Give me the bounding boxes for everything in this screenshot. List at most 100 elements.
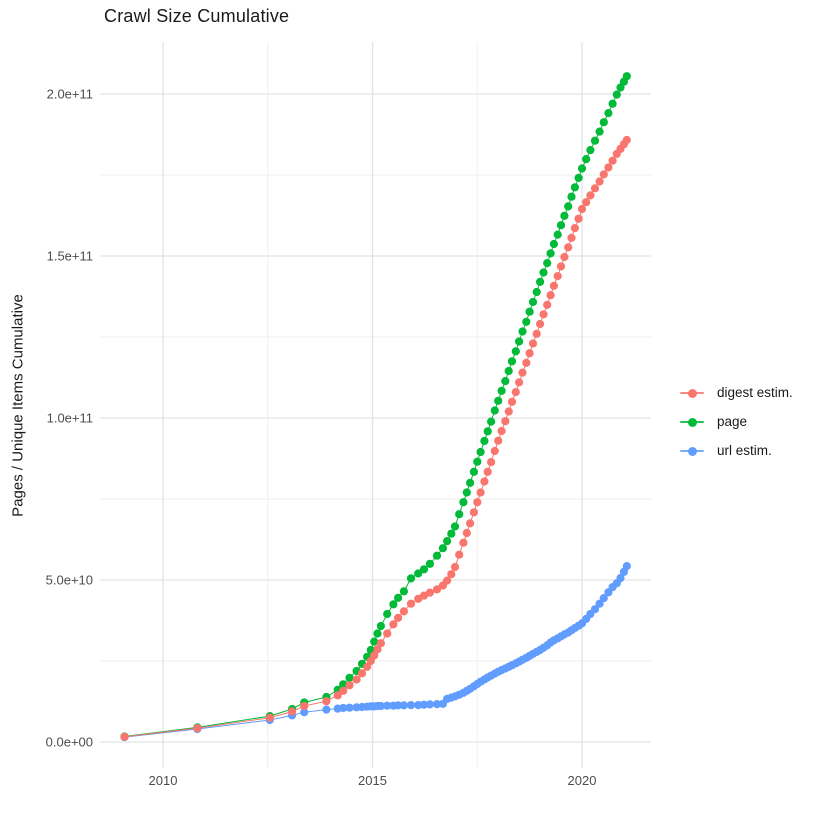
y-axis-title: Pages / Unique Items Cumulative	[9, 294, 27, 517]
y-tick-label: 2.0e+11	[47, 87, 93, 102]
data-point	[574, 173, 583, 182]
data-point	[425, 588, 434, 597]
data-point	[450, 522, 460, 531]
data-point	[443, 537, 452, 546]
data-point	[497, 426, 506, 436]
data-point	[345, 703, 354, 712]
x-tick-label: 2015	[358, 773, 387, 788]
data-point	[504, 407, 513, 416]
y-axis-tick-labels: 0.0e+00 5.0e+10 1.0e+11 1.5e+11 2.0e+11	[46, 87, 93, 750]
minor-gridlines	[100, 42, 651, 768]
data-point	[528, 339, 538, 348]
data-point	[504, 366, 513, 376]
data-point	[518, 368, 527, 377]
data-point	[288, 707, 297, 716]
data-point	[497, 386, 506, 395]
data-point	[522, 317, 531, 326]
data-point	[432, 700, 442, 709]
data-point	[383, 609, 392, 619]
data-point	[556, 221, 566, 230]
data-point	[469, 508, 478, 517]
legend: digest estim. page url estim.	[680, 378, 793, 465]
data-point	[462, 528, 471, 538]
data-point	[466, 519, 475, 528]
data-point	[574, 214, 583, 223]
data-point	[383, 701, 392, 710]
data-point	[432, 585, 442, 594]
data-point	[536, 277, 545, 286]
data-point	[476, 447, 485, 457]
data-point	[622, 72, 631, 81]
data-point	[438, 544, 447, 553]
data-point	[376, 639, 385, 648]
data-point	[543, 259, 552, 268]
data-point	[443, 576, 452, 585]
legend-key-dot	[688, 446, 697, 456]
data-point	[539, 310, 548, 319]
data-point	[494, 436, 503, 445]
data-point	[528, 297, 538, 307]
data-point	[476, 488, 485, 497]
data-point	[556, 262, 566, 271]
data-point	[389, 620, 398, 629]
data-point	[425, 559, 434, 568]
legend-label: digest estim.	[717, 385, 793, 400]
y-tick-label: 0.0e+00	[46, 735, 93, 750]
data-point	[373, 645, 382, 654]
y-tick-label: 5.0e+10	[46, 573, 93, 588]
data-point	[608, 99, 617, 108]
data-point	[608, 156, 617, 165]
data-point	[480, 436, 489, 446]
data-point	[300, 708, 309, 717]
data-point	[494, 396, 503, 405]
data-point	[582, 198, 591, 207]
data-point	[612, 90, 621, 99]
data-point	[595, 599, 604, 608]
data-point	[455, 510, 464, 519]
data-point	[399, 701, 408, 710]
x-tick-label: 2020	[568, 773, 597, 788]
legend-marker-page-icon	[680, 416, 704, 428]
data-point	[622, 562, 631, 571]
data-point	[389, 600, 398, 609]
data-point	[352, 675, 361, 684]
data-point	[511, 388, 520, 397]
data-point	[490, 406, 499, 415]
data-point	[322, 705, 331, 714]
data-point	[462, 488, 471, 497]
data-point	[501, 377, 510, 386]
data-point	[490, 446, 499, 456]
data-point	[507, 397, 517, 406]
data-point	[406, 574, 416, 583]
data-point	[543, 300, 552, 309]
data-point	[322, 697, 331, 706]
data-point	[515, 337, 524, 346]
data-point	[564, 243, 573, 252]
data-point	[567, 192, 576, 201]
data-point	[546, 249, 555, 258]
data-point	[549, 239, 559, 249]
data-point	[570, 224, 580, 233]
data-point	[399, 607, 408, 616]
data-point	[370, 651, 379, 660]
data-point	[515, 378, 524, 387]
legend-item-digest-estim: digest estim.	[680, 378, 793, 407]
data-point	[546, 291, 555, 300]
data-point	[553, 230, 562, 239]
data-point	[376, 701, 385, 711]
data-point	[469, 467, 478, 476]
legend-key-dot	[688, 388, 697, 398]
data-point	[406, 701, 416, 710]
chart-title: Crawl Size Cumulative	[104, 6, 290, 26]
data-point	[370, 637, 379, 646]
data-point	[518, 327, 527, 336]
data-point	[549, 281, 559, 290]
data-point	[265, 713, 274, 722]
data-point	[525, 349, 534, 358]
data-point	[414, 569, 423, 578]
data-point	[622, 135, 631, 145]
series-points-digest-estim	[120, 135, 631, 741]
data-point	[595, 177, 604, 186]
data-point	[357, 669, 367, 678]
